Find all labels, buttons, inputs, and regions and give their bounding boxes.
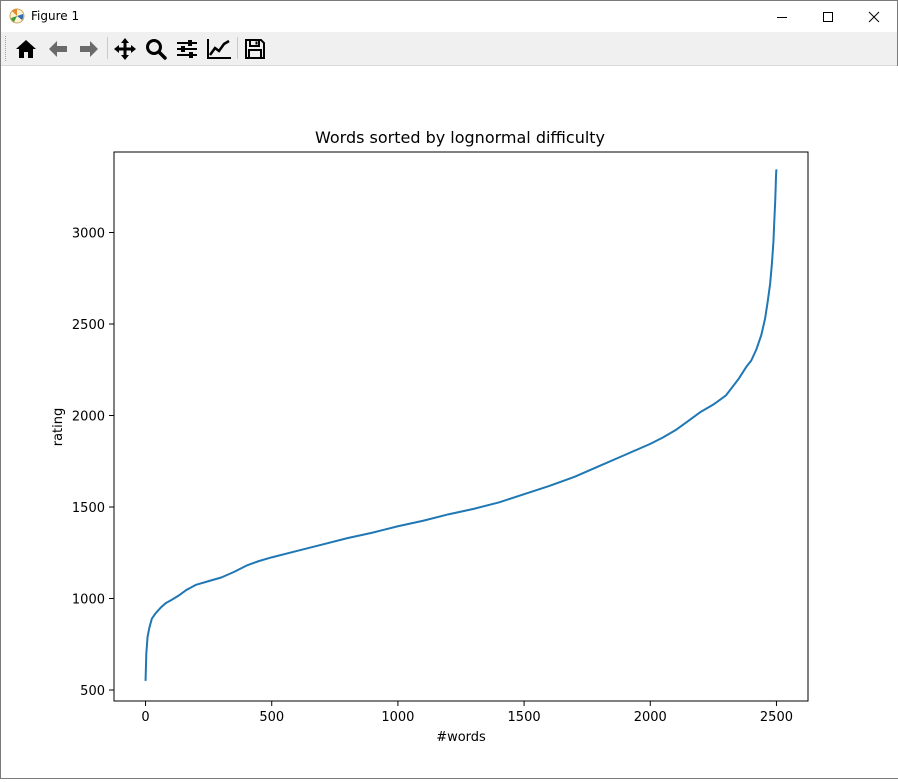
pan-icon [114,38,136,60]
x-tick-label: 2500 [760,710,793,725]
series-line [144,169,778,681]
edit-axis-icon [207,39,231,59]
y-axis: 500 1000 1500 2000 2500 3000 [72,227,114,699]
zoom-button[interactable] [142,35,170,63]
toolbar-grip[interactable] [5,36,8,61]
title-bar: Figure 1 [1,1,897,32]
forward-button[interactable] [75,35,103,63]
forward-icon [80,41,98,57]
x-axis: 0 500 1000 1500 2000 2500 [141,701,793,725]
y-tick-label: 500 [80,684,105,699]
edit-axis-button[interactable] [205,35,233,63]
home-button[interactable] [12,35,40,63]
navigation-toolbar [1,32,897,66]
x-tick-label: 0 [141,710,149,725]
x-tick-label: 500 [259,710,284,725]
chart-title: Words sorted by lognormal difficulty [315,128,605,147]
y-tick-label: 1500 [72,501,105,516]
axes-frame [113,151,809,702]
close-icon [868,11,880,22]
subplots-icon [177,40,197,58]
save-icon [245,39,265,59]
matplotlib-app-icon [9,8,25,24]
minimize-icon [777,16,787,18]
y-tick-label: 3000 [72,227,105,242]
figure-canvas[interactable]: Words sorted by lognormal difficulty 0 50… [2,66,898,778]
minimize-button[interactable] [759,1,805,32]
toolbar-separator [107,37,108,59]
back-icon [49,41,67,57]
subplots-button[interactable] [173,35,201,63]
x-tick-label: 1500 [508,710,541,725]
zoom-icon [146,39,167,60]
maximize-icon [823,11,833,22]
y-axis-label: rating [51,408,66,447]
maximize-button[interactable] [805,1,851,32]
y-tick-label: 2500 [72,318,105,333]
x-axis-label: #words [436,730,486,745]
x-tick-label: 1000 [381,710,414,725]
x-tick-label: 2000 [634,710,667,725]
home-icon [16,40,36,58]
y-tick-label: 2000 [72,410,105,425]
y-tick-label: 1000 [72,593,105,608]
toolbar-separator [237,37,238,59]
save-button[interactable] [241,35,269,63]
close-button[interactable] [851,1,897,32]
pan-button[interactable] [111,35,139,63]
line-chart: Words sorted by lognormal difficulty 0 50… [51,128,809,745]
window-title: Figure 1 [31,9,80,23]
back-button[interactable] [44,35,72,63]
